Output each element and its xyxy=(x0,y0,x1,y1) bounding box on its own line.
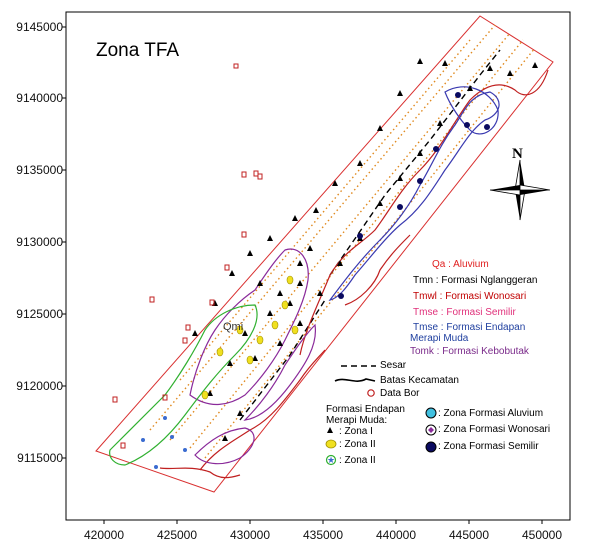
borehole-markers xyxy=(112,63,263,449)
zone-legend-zone2a: : Zona II xyxy=(339,439,376,450)
legend-borehole-symbol xyxy=(367,389,375,397)
x-axis-ticks xyxy=(103,520,543,524)
zone-2-markers xyxy=(201,275,299,400)
formation-zone-markers xyxy=(338,92,490,299)
legend-wonosari-inner xyxy=(428,427,434,433)
legend-district-symbol xyxy=(334,378,376,382)
map-title: Zona TFA xyxy=(96,40,180,61)
x-tick-label: 435000 xyxy=(302,528,344,542)
fault-lines xyxy=(239,49,501,421)
legend-semilir-symbol xyxy=(425,441,437,453)
zone-legend-heading-1: Formasi Endapan xyxy=(326,404,405,415)
y-tick-label: 9130000 xyxy=(16,235,63,249)
legend-merapi-muda: Merapi Muda xyxy=(410,333,469,344)
legend-tmwl: Tmwl : Formasi Wonosari xyxy=(413,291,527,302)
legend-aluvium-symbol xyxy=(425,407,437,419)
y-tick-label: 9140000 xyxy=(16,91,63,105)
zone-2-star-markers xyxy=(141,416,187,469)
map-label-qmi: Qmi xyxy=(223,321,244,333)
contour-purple xyxy=(189,248,317,465)
x-tick-label: 450000 xyxy=(521,528,563,542)
legend-tmse-semilir: Tmse : Formasi Semilir xyxy=(413,307,516,318)
x-tick-label: 430000 xyxy=(229,528,271,542)
legend-zone1-symbol xyxy=(327,427,333,433)
x-tick-label: 420000 xyxy=(83,528,125,542)
legend-tmn: Tmn : Formasi Nglanggeran xyxy=(413,275,538,286)
legend-qa: Qa : Aluvium xyxy=(432,259,489,270)
y-tick-label: 9145000 xyxy=(16,20,63,34)
zone-1-markers xyxy=(192,58,538,441)
north-label: N xyxy=(512,146,523,162)
contour-blue xyxy=(328,86,500,301)
legend-tmse-endapan: Tmse : Formasi Endapan xyxy=(413,322,526,333)
x-tick-label: 440000 xyxy=(375,528,417,542)
legend-symbols: ★ xyxy=(325,365,437,466)
zone-legend-zone1: : Zona I xyxy=(339,426,373,437)
legend-zone2-ellipse-symbol xyxy=(325,439,337,449)
y-axis-ticks xyxy=(62,26,66,459)
legend-borehole-label: Data Bor xyxy=(380,388,420,399)
zone-grid-lines xyxy=(149,24,536,459)
y-tick-label: 9135000 xyxy=(16,163,63,177)
zone-legend-zone2b: : Zona II xyxy=(339,455,376,466)
legend-zone2-green-symbol xyxy=(325,454,337,466)
legend-district-label: Batas Kecamatan xyxy=(380,375,459,386)
formation-legend-aluvium: : Zona Formasi Aluvium xyxy=(438,408,544,419)
study-area-boundary xyxy=(95,15,554,493)
formation-legend-semilir: : Zona Formasi Semilir xyxy=(438,441,539,452)
y-tick-label: 9115000 xyxy=(17,451,63,465)
river-boundaries xyxy=(159,69,549,479)
svg-text:★: ★ xyxy=(327,456,335,466)
x-tick-label: 425000 xyxy=(156,528,198,542)
contour-green xyxy=(109,304,258,466)
plot-frame xyxy=(65,11,571,521)
zone-legend-heading-2: Merapi Muda: xyxy=(326,415,388,426)
legend-tomk: Tomk : Formasi Kebobutak xyxy=(410,346,529,357)
y-tick-label: 9125000 xyxy=(16,307,63,321)
x-tick-label: 445000 xyxy=(448,528,490,542)
y-tick-label: 9120000 xyxy=(16,379,63,393)
north-arrow-icon xyxy=(489,159,551,221)
legend-fault-label: Sesar xyxy=(380,360,407,371)
formation-legend-wonosari: : Zona Formasi Wonosari xyxy=(438,424,551,435)
